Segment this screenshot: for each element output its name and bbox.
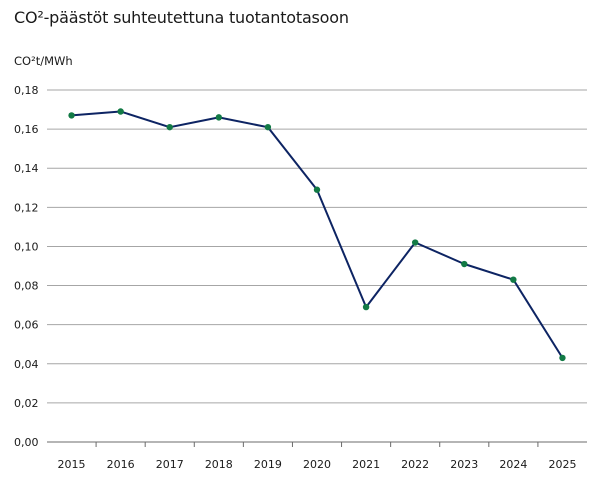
x-tick-label: 2015 <box>58 458 86 471</box>
y-tick-label: 0,08 <box>14 280 39 293</box>
y-tick-label: 0,18 <box>14 84 39 97</box>
x-tick-label: 2024 <box>499 458 527 471</box>
data-point <box>362 303 370 311</box>
y-tick-label: 0,04 <box>14 358 39 371</box>
x-tick-label: 2020 <box>303 458 331 471</box>
chart-title: CO²-päästöt suhteutettuna tuotantotasoon <box>14 8 349 27</box>
x-tick-labels: 2015 2016 2017 2018 2019 2020 2021 2022 2023 2024… <box>58 458 577 471</box>
y-axis-label: CO²t/MWh <box>14 54 73 68</box>
x-tick-label: 2017 <box>156 458 184 471</box>
data-point <box>264 123 272 131</box>
y-tick-label: 0,12 <box>14 201 39 214</box>
x-tick-label: 2018 <box>205 458 233 471</box>
data-point <box>68 112 75 119</box>
x-tick-label: 2016 <box>107 458 135 471</box>
data-point <box>166 123 173 131</box>
data-point <box>411 239 419 246</box>
y-tick-label: 0,00 <box>14 436 39 449</box>
y-tick-label: 0,16 <box>14 123 39 136</box>
y-tick-label: 0,14 <box>14 162 39 175</box>
data-point <box>461 260 468 268</box>
x-tick-label: 2023 <box>450 458 478 471</box>
y-tick-label: 0,06 <box>14 319 39 332</box>
y-tick-label: 0,02 <box>14 397 39 410</box>
data-point <box>313 186 321 193</box>
y-tick-label: 0,10 <box>14 240 39 253</box>
data-point <box>215 114 223 121</box>
data-point <box>117 108 124 115</box>
y-tick-labels: 0,00 0,02 0,04 0,06 0,08 0,10 0,12 0,14 0,16 0,18 <box>14 84 39 449</box>
series-line <box>71 110 564 359</box>
x-tick-label: 2021 <box>352 458 380 471</box>
data-point <box>559 354 566 362</box>
x-tick-label: 2025 <box>548 458 576 471</box>
data-point <box>510 276 517 283</box>
x-tick-label: 2019 <box>254 458 282 471</box>
series-layer <box>68 108 566 362</box>
grid-lines <box>47 89 587 447</box>
x-tick-label: 2022 <box>401 458 429 471</box>
